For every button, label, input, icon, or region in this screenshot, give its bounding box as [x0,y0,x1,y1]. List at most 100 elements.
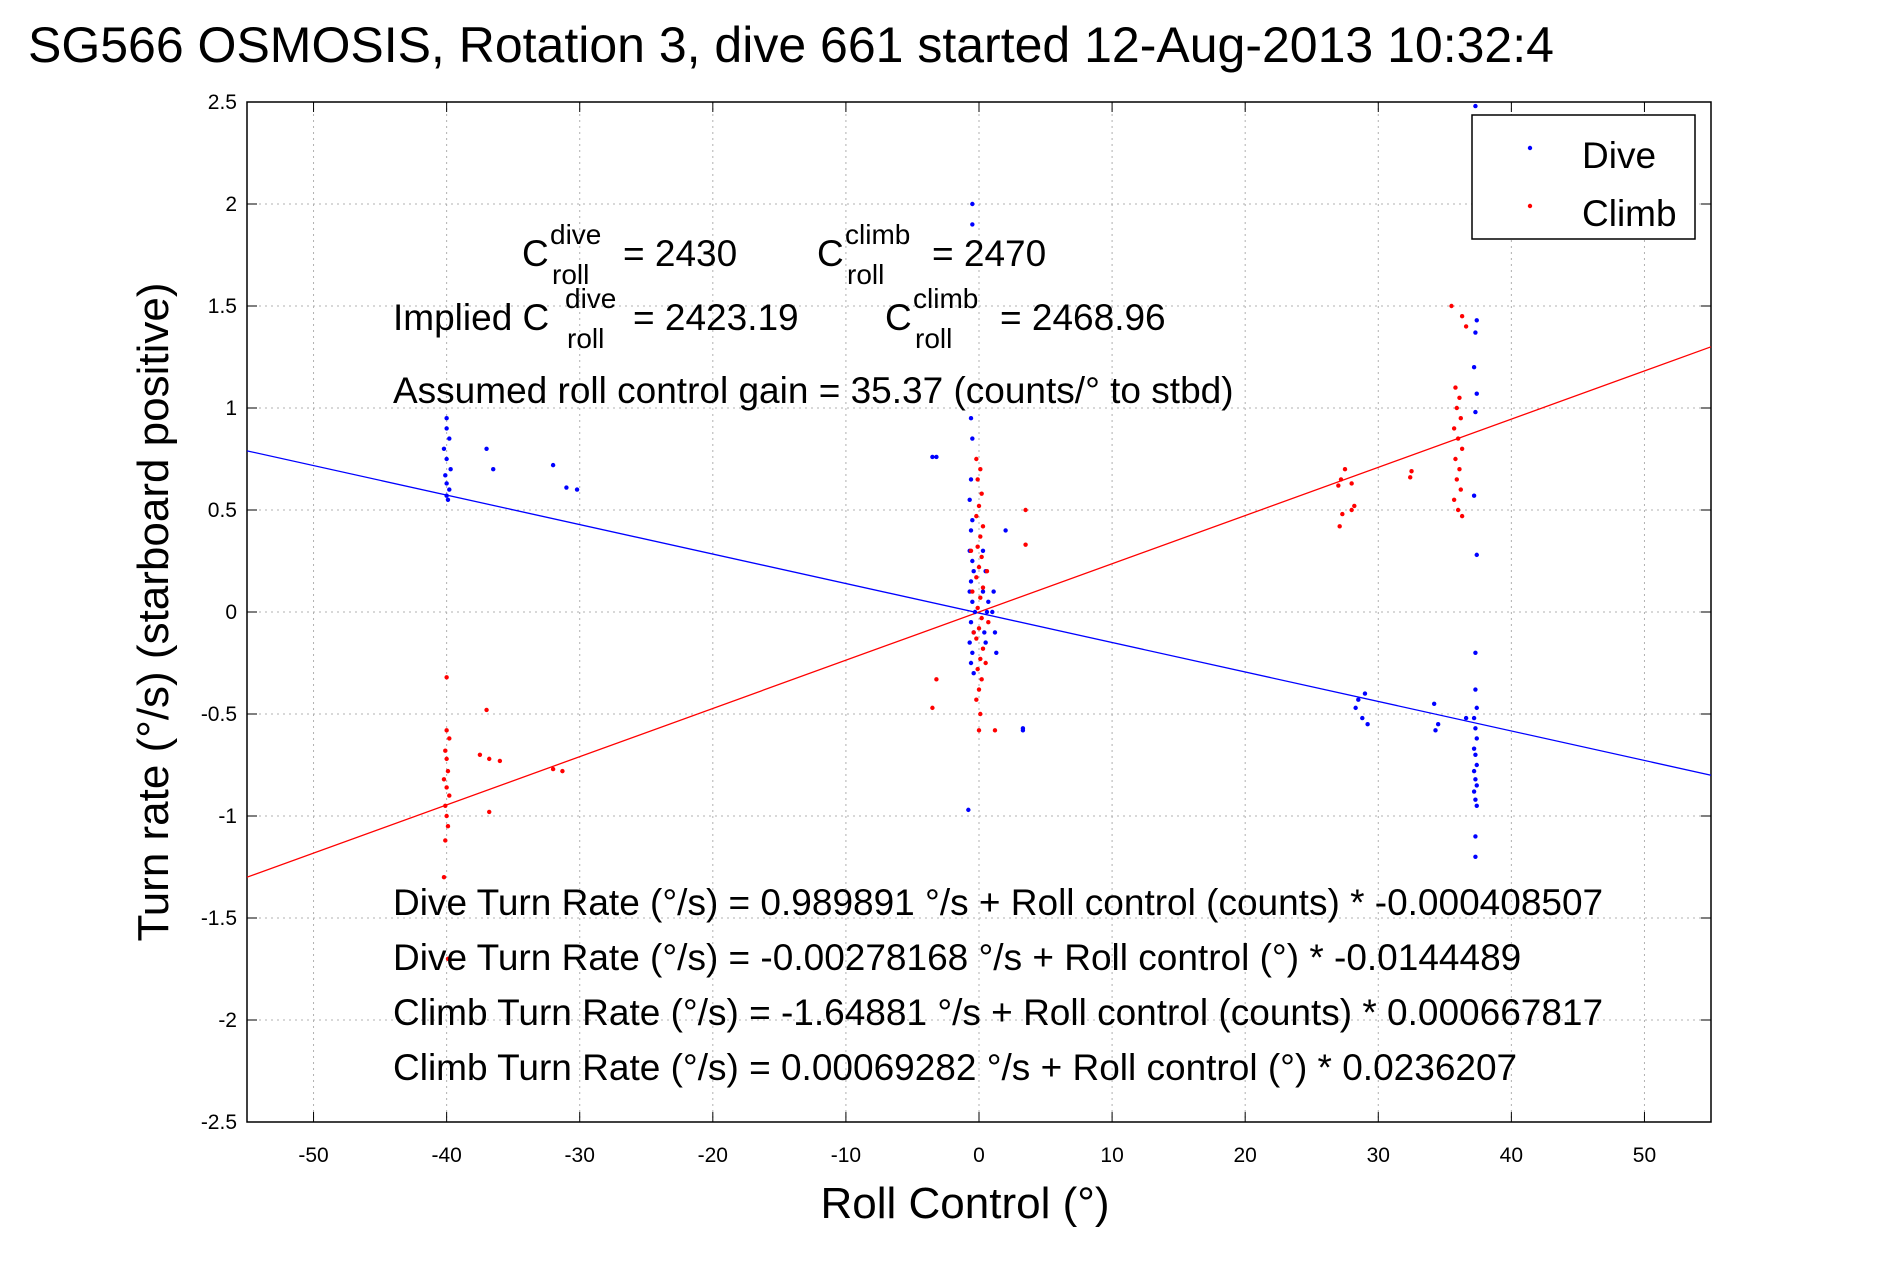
dive-point [1365,722,1370,727]
climb-point [986,620,991,625]
legend-climb-marker [1527,203,1533,209]
dive-point [444,493,449,498]
climb-point [1349,481,1354,486]
dive-point [1356,697,1361,702]
dive-point [444,481,449,486]
climb-point [978,534,983,539]
x-tick-label: 0 [973,1144,985,1167]
dive-point [1474,803,1479,808]
dive-series [441,103,1479,859]
climb-point [1453,385,1458,390]
climb-point [443,803,448,808]
dive-point [966,807,971,813]
climb-point [1337,524,1342,529]
climb-point [975,477,980,482]
dive-point [967,640,972,645]
dive-point [1362,691,1368,696]
climb-point [441,777,447,782]
climb-point [443,838,448,843]
dive-point [1473,797,1478,802]
dive-point [986,599,991,604]
y-tick-label: 2 [225,193,237,216]
climb-point [975,666,980,672]
dive-point [934,454,939,460]
implied-dive-sub: roll [567,323,604,354]
climb-point [1449,303,1454,309]
climb-point [976,687,982,692]
climb-point [1409,469,1414,474]
dive-point [550,462,556,468]
dive-point [970,558,975,564]
dive-point [984,609,990,615]
dive-point [980,589,986,594]
fit-lines [246,346,1712,878]
climb-point [979,554,984,560]
climb-point [484,707,489,713]
dive-point [972,609,978,615]
climb-point [1458,487,1463,492]
dive-point [1474,736,1479,741]
climb-point [971,630,976,635]
climb-point [1455,436,1461,441]
climb-point [979,615,984,621]
legend-dive-marker [1527,145,1533,151]
climb-series [441,303,1469,961]
y-tick-label: -1.5 [201,907,237,930]
dive-point [447,487,452,492]
y-tick-label: -2 [218,1009,237,1032]
implied-climb-sup: climb [913,283,978,314]
dive-point [444,416,449,421]
x-tick-label: -10 [831,1144,861,1167]
climb-point [983,660,988,666]
climb-point [978,467,983,472]
climb-point [487,809,492,815]
climb-point [1451,497,1457,502]
climb-point [974,636,979,641]
x-tick-label: 40 [1500,1144,1523,1167]
y-tick-label: 0.5 [208,499,237,522]
dive-point [971,671,976,676]
implied-climb-value: = 2468.96 [1000,297,1166,338]
climb-point [978,595,983,600]
dive-point [1473,777,1478,782]
climb-point [1459,314,1465,319]
climb-point [1453,456,1458,462]
legend-dive-label: Dive [1582,135,1656,176]
climb-point [979,677,984,682]
dive-point [447,436,452,441]
c-roll-dive-annotation: C dive roll = 2430 [522,219,737,290]
dive-eq-degrees: Dive Turn Rate (°/s) = -0.00278168 °/s +… [393,937,1521,978]
dive-point [1435,722,1441,727]
dive-point [982,630,987,635]
dive-point [1431,701,1437,706]
dive-point [491,467,496,472]
implied-dive-value: = 2423.19 [633,297,799,338]
climb-point [497,758,503,764]
y-tick-label: 1.5 [208,295,237,318]
dive-point [994,650,999,655]
climb-point [974,513,979,519]
climb-point [976,564,982,570]
climb-point [560,768,565,774]
climb-point [550,766,556,772]
implied-climb-annotation: C climb roll = 2468.96 [885,283,1166,354]
climb-point [1338,477,1344,482]
dive-point [1003,528,1008,533]
dive-point [1473,103,1478,109]
dive-point [484,446,489,451]
x-tick-label: 30 [1367,1144,1390,1167]
climb-point [445,768,451,774]
dive-point [1474,391,1479,396]
c-roll-climb-sub: roll [847,259,884,290]
implied-dive-annotation: Implied C dive roll = 2423.19 [393,283,799,354]
implied-dive-prefix: Implied C [393,297,549,338]
dive-point [1474,783,1479,788]
dive-point [444,426,449,431]
x-tick-label: -20 [698,1144,728,1167]
climb-point [1336,483,1341,488]
climb-point [1023,542,1028,547]
x-tick-label: 20 [1234,1144,1257,1167]
dive-point [968,416,974,421]
climb-eq-degrees: Climb Turn Rate (°/s) = 0.00069282 °/s +… [393,1047,1517,1088]
